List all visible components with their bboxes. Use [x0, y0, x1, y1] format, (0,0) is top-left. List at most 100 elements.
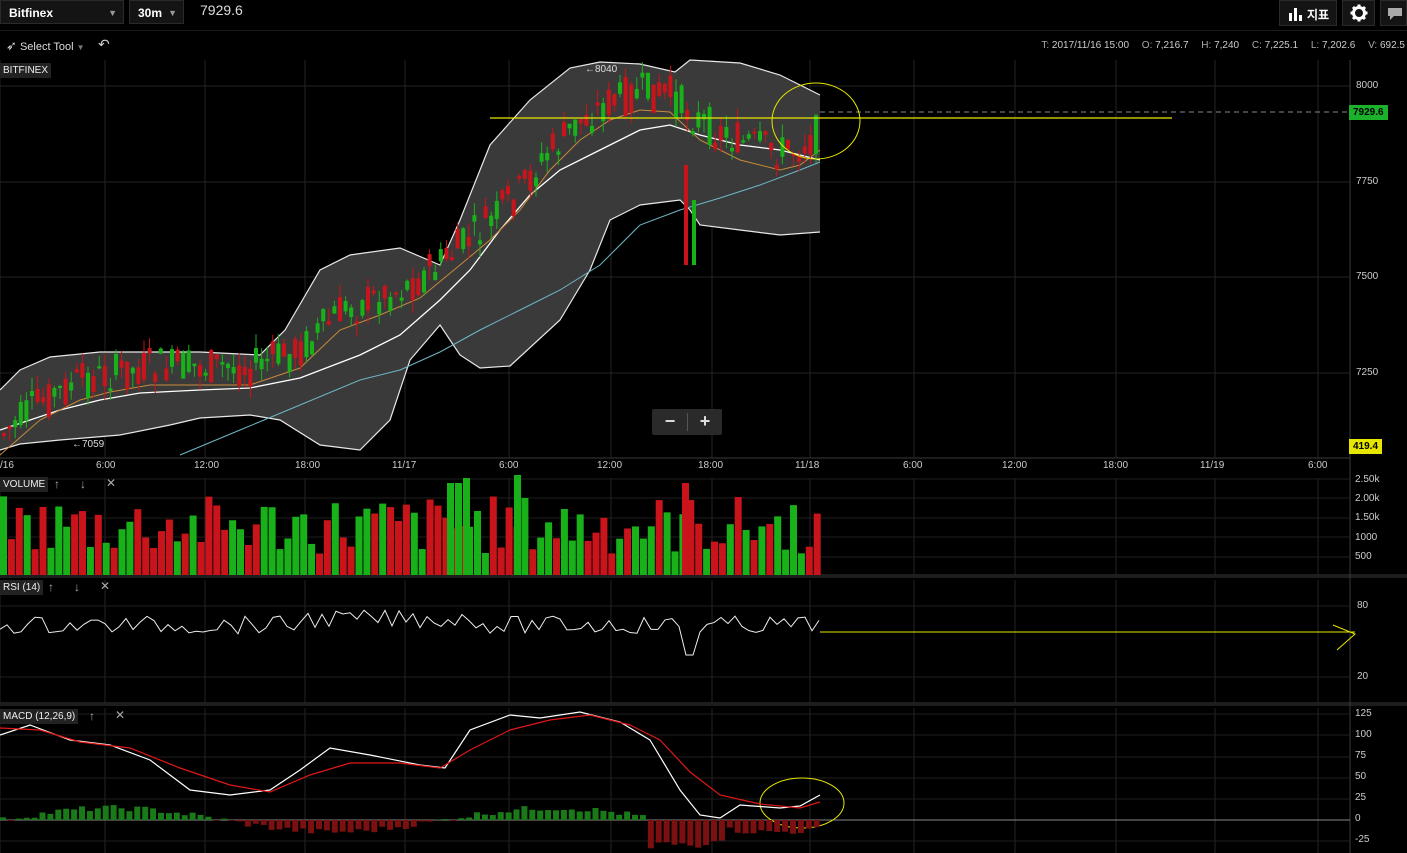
macd-histogram-bar	[0, 817, 6, 820]
candle-body	[802, 146, 807, 154]
undo-icon[interactable]: ↶	[98, 36, 110, 52]
candle-body	[349, 307, 354, 318]
volume-bar	[213, 505, 221, 575]
bar-chart-icon	[1289, 8, 1302, 21]
candle-body	[640, 72, 645, 78]
macd-histogram-bar	[782, 820, 789, 832]
macd-axis-label: 75	[1355, 750, 1367, 761]
zoom-out-button[interactable]: −	[664, 411, 676, 431]
chat-button[interactable]	[1380, 0, 1407, 26]
candle-body	[674, 91, 678, 118]
candle-body	[623, 76, 628, 116]
select-tool-label: Select Tool	[19, 41, 74, 53]
macd-lines	[0, 711, 821, 849]
volume-bar	[455, 483, 462, 575]
macd-panel-label: MACD (12,26,9)	[0, 709, 79, 724]
volume-bar	[23, 515, 31, 575]
close-icon[interactable]: ✕	[106, 476, 117, 490]
move-down-icon[interactable]: ↓	[80, 477, 86, 491]
macd-histogram-bar	[805, 820, 812, 829]
volume-bar	[592, 532, 600, 575]
candle-body	[181, 352, 186, 379]
macd-histogram-bar	[671, 820, 678, 845]
price-axis-label: 7750	[1356, 176, 1379, 187]
candle-body	[326, 320, 331, 325]
candle-body	[595, 102, 600, 106]
volume-bar	[86, 546, 94, 575]
macd-histogram-bar	[592, 808, 599, 820]
candle-body	[472, 215, 477, 222]
volume-bar	[647, 526, 655, 575]
macd-histogram-bar	[237, 820, 243, 822]
volume-bar	[529, 549, 537, 575]
candle-body	[494, 200, 499, 220]
candle-body	[310, 341, 314, 355]
candle-body	[455, 228, 460, 249]
macd-histogram-bar	[355, 820, 362, 830]
macd-histogram-bar	[497, 812, 504, 820]
candle-body	[58, 386, 62, 389]
macd-histogram-bar	[134, 806, 141, 820]
macd-histogram-bar	[205, 816, 212, 820]
macd-histogram-bar	[31, 817, 38, 820]
macd-histogram-bar	[560, 810, 567, 820]
candle-body	[226, 363, 230, 369]
macd-histogram-bar	[474, 812, 480, 820]
macd-histogram-bar	[308, 820, 315, 834]
candle-body	[534, 177, 538, 187]
volume-bar	[726, 524, 734, 575]
speech-bubble-icon	[1388, 8, 1402, 20]
candle-body	[584, 114, 589, 126]
ohlc-high: 7,240	[1214, 40, 1240, 51]
move-up-icon[interactable]: ↑	[48, 580, 54, 594]
macd-histogram-bar	[774, 820, 781, 832]
ohlc-open-key: O:	[1141, 40, 1153, 51]
macd-histogram-bar	[197, 814, 204, 820]
macd-histogram-bar	[655, 820, 662, 843]
ohlc-high-key: H:	[1201, 40, 1212, 51]
move-up-icon[interactable]: ↑	[89, 709, 95, 723]
interval-select[interactable]: 30m ▼	[129, 0, 184, 24]
macd-histogram-bar	[450, 820, 457, 821]
bollinger-bands	[0, 59, 821, 456]
macd-histogram-bar	[758, 820, 765, 831]
candle-body	[646, 72, 650, 99]
time-axis-label: 18:00	[698, 460, 724, 471]
macd-histogram-bar	[284, 820, 291, 828]
close-icon[interactable]: ✕	[100, 579, 111, 593]
macd-histogram-bar	[15, 818, 22, 820]
zoom-in-button[interactable]: +	[699, 411, 711, 431]
macd-histogram-bar	[323, 820, 330, 831]
candle-body	[427, 254, 432, 267]
chevron-down-icon: ▼	[108, 8, 117, 18]
move-down-icon[interactable]: ↓	[74, 580, 80, 594]
indicators-button[interactable]: 지표	[1279, 0, 1337, 26]
candle-body	[242, 366, 247, 376]
candle-body	[2, 433, 6, 436]
candle-body	[388, 296, 393, 312]
volume-bar	[308, 543, 316, 575]
volume-bars	[0, 475, 821, 575]
candle-body	[752, 131, 757, 134]
settings-button[interactable]	[1342, 0, 1375, 26]
select-tool-button[interactable]: ➶ Select Tool ▼	[6, 38, 85, 54]
candle-body	[618, 82, 622, 94]
macd-histogram-bar	[395, 820, 401, 828]
macd-histogram-bar	[276, 820, 283, 830]
candle-body	[265, 358, 270, 362]
volume-bar	[197, 541, 205, 575]
close-icon[interactable]: ✕	[115, 708, 126, 722]
volume-bar	[813, 513, 821, 575]
candle-body	[287, 354, 292, 372]
signal-line	[0, 714, 821, 809]
volume-bar	[766, 523, 774, 575]
candle-body	[550, 133, 555, 150]
last-price: 7929.6	[200, 2, 243, 18]
candle-body	[506, 186, 510, 195]
ohlc-time-key: T:	[1041, 40, 1050, 51]
move-up-icon[interactable]: ↑	[54, 477, 60, 491]
exchange-select[interactable]: Bitfinex ▼	[0, 0, 124, 24]
drawing-toolbar: ➶ Select Tool ▼ ↶ T: 2017/11/16 15:00 O:…	[0, 33, 1407, 59]
macd-histogram-bar	[252, 820, 259, 824]
